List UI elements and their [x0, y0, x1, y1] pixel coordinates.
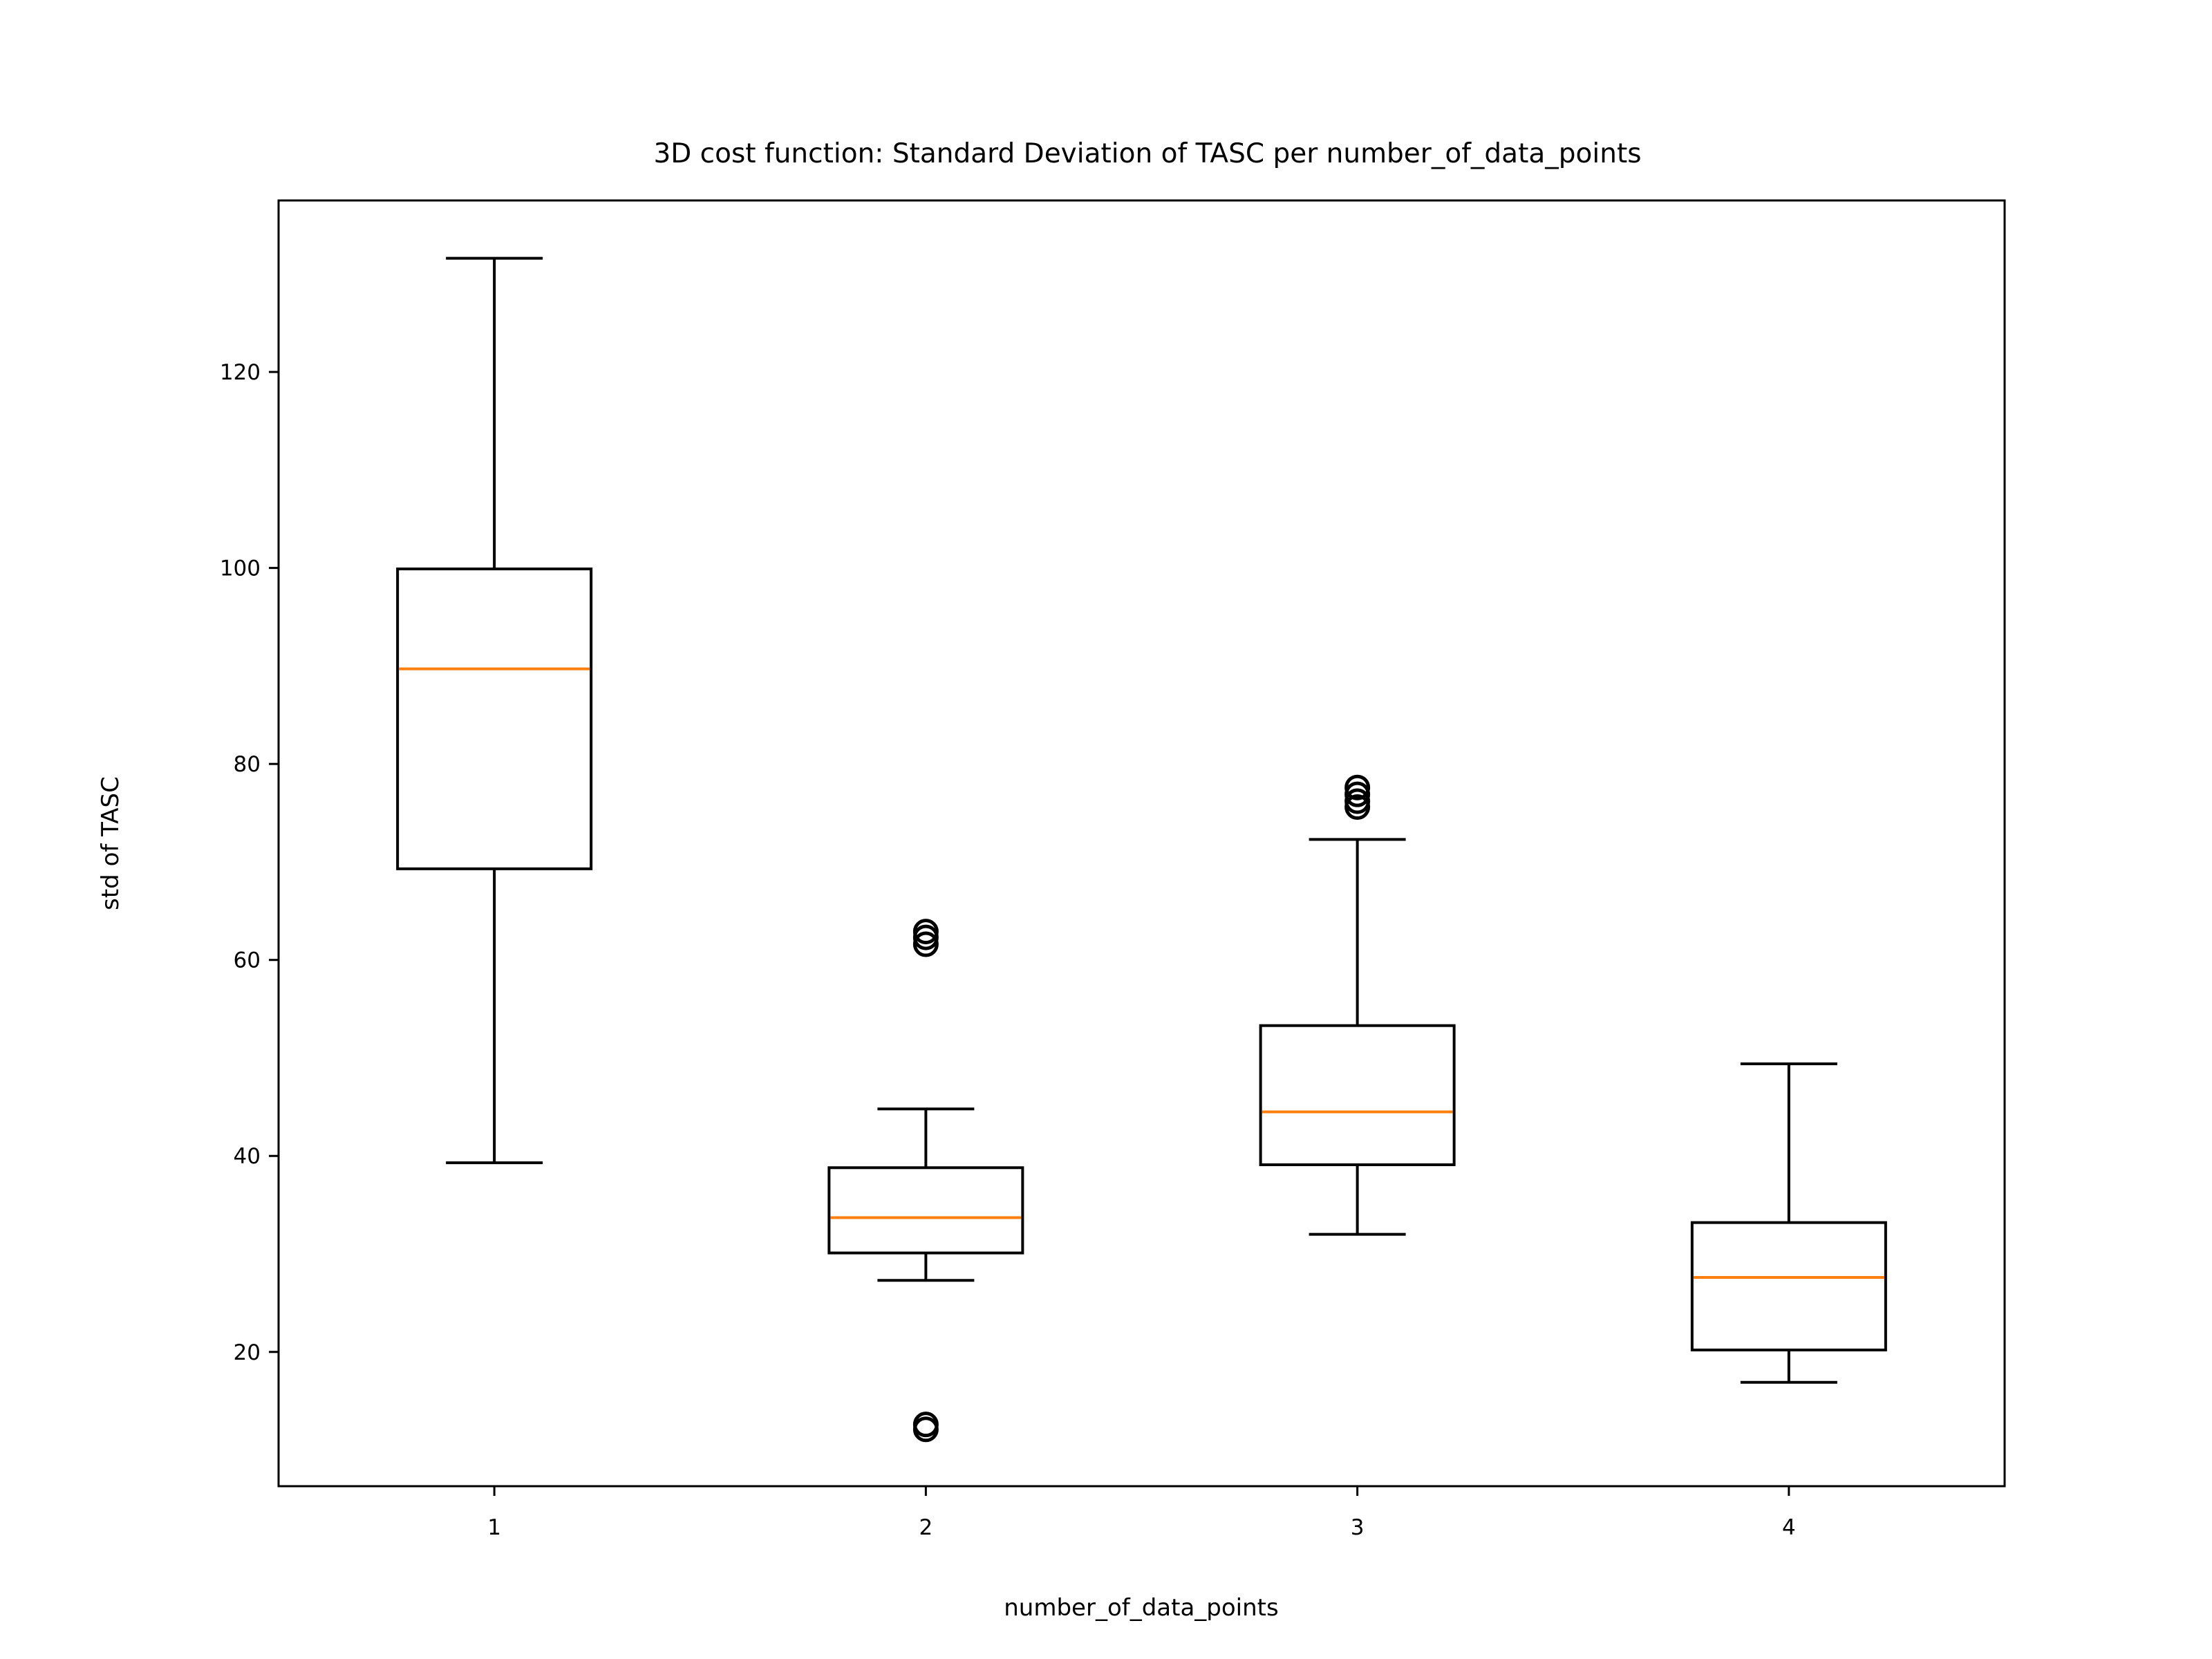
outlier-point: [912, 1412, 939, 1438]
outlier-point: [1344, 781, 1371, 807]
box-group-4: [1690, 1062, 1887, 1384]
y-tick-label: 100: [220, 556, 261, 581]
x-axis: 1 2 3 4: [487, 1486, 1796, 1540]
outlier-point: [912, 931, 939, 957]
chart-title: 3D cost function: Standard Deviation of …: [653, 138, 1641, 169]
x-axis-label: number_of_data_points: [1004, 1594, 1278, 1622]
box-group-2: [827, 919, 1024, 1443]
x-tick-label: 1: [487, 1515, 501, 1540]
outlier-point: [1344, 774, 1371, 800]
box-iqr: [1690, 1221, 1887, 1351]
box-iqr: [827, 1166, 1024, 1255]
y-tick-label: 20: [234, 1340, 261, 1365]
y-tick-label: 120: [220, 360, 261, 385]
x-tick-label: 2: [919, 1515, 933, 1540]
outlier-point: [1344, 788, 1371, 814]
box-iqr: [1259, 1024, 1456, 1166]
box-group-3: [1259, 774, 1456, 1236]
box-iqr: [396, 568, 593, 870]
x-tick-label: 3: [1351, 1515, 1365, 1540]
y-tick-label: 80: [234, 752, 261, 777]
x-tick-label: 4: [1782, 1515, 1796, 1540]
plot-area: [396, 256, 1887, 1443]
y-axis: 20 40 60 80 100 120: [220, 360, 279, 1365]
outlier-point: [912, 919, 939, 945]
y-tick-label: 40: [234, 1144, 261, 1169]
y-tick-label: 60: [234, 948, 261, 973]
y-axis-label: std of TASC: [97, 776, 124, 910]
box-group-1: [396, 256, 593, 1165]
plot-frame: [277, 199, 2006, 1488]
